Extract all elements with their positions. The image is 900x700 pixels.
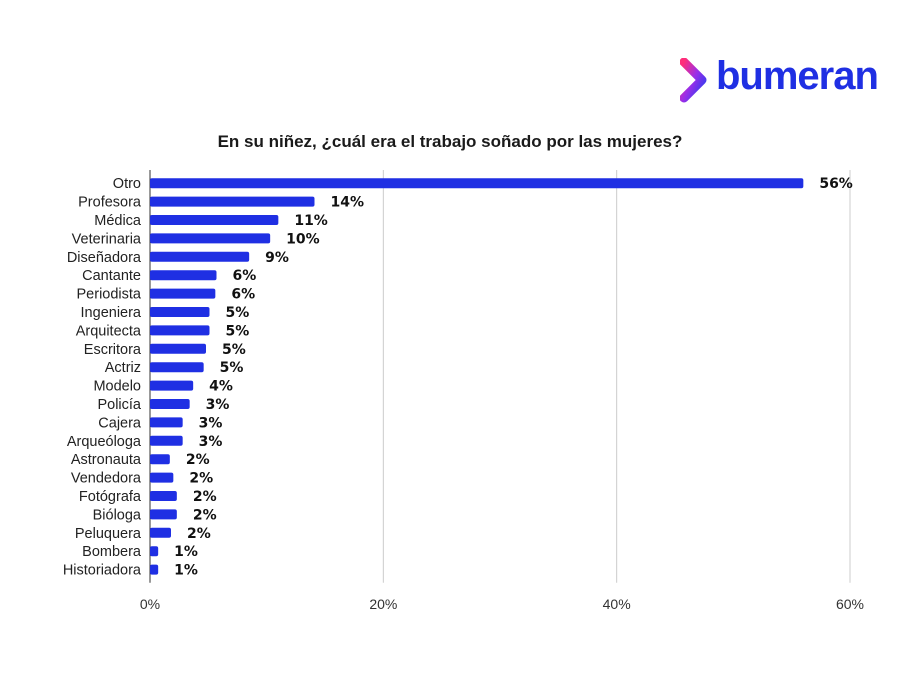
bar — [150, 251, 250, 262]
category-label: Arqueóloga — [67, 434, 142, 450]
value-label: 56% — [819, 176, 853, 192]
category-label: Astronauta — [71, 452, 142, 468]
bumeran-logo: bumeran — [679, 54, 890, 106]
value-label: 5% — [220, 360, 244, 376]
bar — [150, 509, 177, 520]
bar — [150, 564, 159, 575]
x-tick-labels: 0% 20% 40% 60% — [140, 596, 864, 612]
value-label: 3% — [206, 397, 230, 413]
value-label: 2% — [186, 452, 210, 468]
category-label: Peluquera — [75, 526, 142, 542]
bar — [150, 215, 279, 225]
value-label: 1% — [174, 544, 198, 560]
bar — [150, 491, 177, 501]
category-label: Bombera — [82, 544, 142, 560]
bar — [150, 270, 217, 281]
category-label: Veterinaria — [72, 231, 142, 247]
bars — [150, 178, 804, 575]
value-label: 2% — [193, 489, 217, 505]
x-tick-label: 40% — [603, 596, 631, 612]
value-label: 6% — [231, 287, 255, 303]
bar — [150, 343, 206, 354]
category-label: Periodista — [77, 287, 142, 303]
category-label: Fotógrafa — [79, 489, 142, 505]
bar — [150, 546, 159, 557]
x-tick-label: 0% — [140, 596, 160, 612]
value-label: 14% — [331, 195, 365, 211]
bar — [150, 380, 194, 391]
bar — [150, 307, 210, 317]
category-label: Actriz — [105, 360, 141, 376]
category-label: Bióloga — [93, 507, 142, 523]
category-label: Diseñadora — [67, 250, 142, 266]
category-label: Profesora — [78, 195, 142, 211]
value-labels: 56% 14%11% 10% 9% 6% 6% 5% 5% 5% 5% 4% 3% 3% 3% 2% 2% 2%… — [174, 176, 853, 578]
value-label: 2% — [193, 507, 217, 523]
value-label: 4% — [209, 379, 233, 395]
bar — [150, 435, 183, 446]
x-tick-label: 60% — [836, 596, 864, 612]
bar — [150, 454, 170, 465]
category-label: Ingeniera — [81, 305, 142, 321]
bar — [150, 527, 171, 538]
bar — [150, 362, 204, 373]
gridlines — [149, 170, 851, 583]
value-label: 10% — [286, 231, 320, 247]
bar — [150, 417, 183, 428]
category-label: Otro — [113, 176, 141, 192]
bar — [150, 472, 174, 483]
value-label: 3% — [199, 434, 223, 450]
category-label: Modelo — [93, 379, 141, 395]
category-label: Arquitecta — [76, 323, 142, 339]
bar — [150, 178, 804, 189]
category-label: Escritora — [84, 342, 142, 358]
category-label: Historiadora — [63, 563, 142, 579]
category-label: Cantante — [82, 268, 141, 284]
bar — [150, 399, 190, 409]
chart-title: En su niñez, ¿cuál era el trabajo soñado… — [217, 132, 683, 151]
bar — [150, 325, 210, 336]
value-label: 3% — [199, 415, 223, 431]
bar — [150, 233, 271, 244]
value-label: 5% — [222, 342, 246, 358]
category-label: Vendedora — [71, 471, 142, 487]
bar — [150, 288, 216, 299]
value-label: 2% — [187, 526, 211, 542]
brand-name: bumeran — [716, 54, 879, 98]
value-label: 2% — [189, 471, 213, 487]
category-label: Cajera — [98, 415, 142, 431]
value-label: 6% — [233, 268, 257, 284]
x-tick-label: 20% — [369, 596, 397, 612]
value-label: 11% — [294, 213, 328, 229]
value-label: 9% — [265, 250, 289, 266]
bar — [150, 196, 315, 207]
bumeran-logo-icon — [679, 57, 707, 103]
value-label: 5% — [226, 323, 250, 339]
category-labels: Otro Profesora Médica Veterinaria Diseñadora… — [63, 176, 142, 578]
category-label: Médica — [94, 213, 142, 229]
value-label: 5% — [226, 305, 250, 321]
category-label: Policía — [97, 397, 141, 413]
value-label: 1% — [174, 563, 198, 579]
